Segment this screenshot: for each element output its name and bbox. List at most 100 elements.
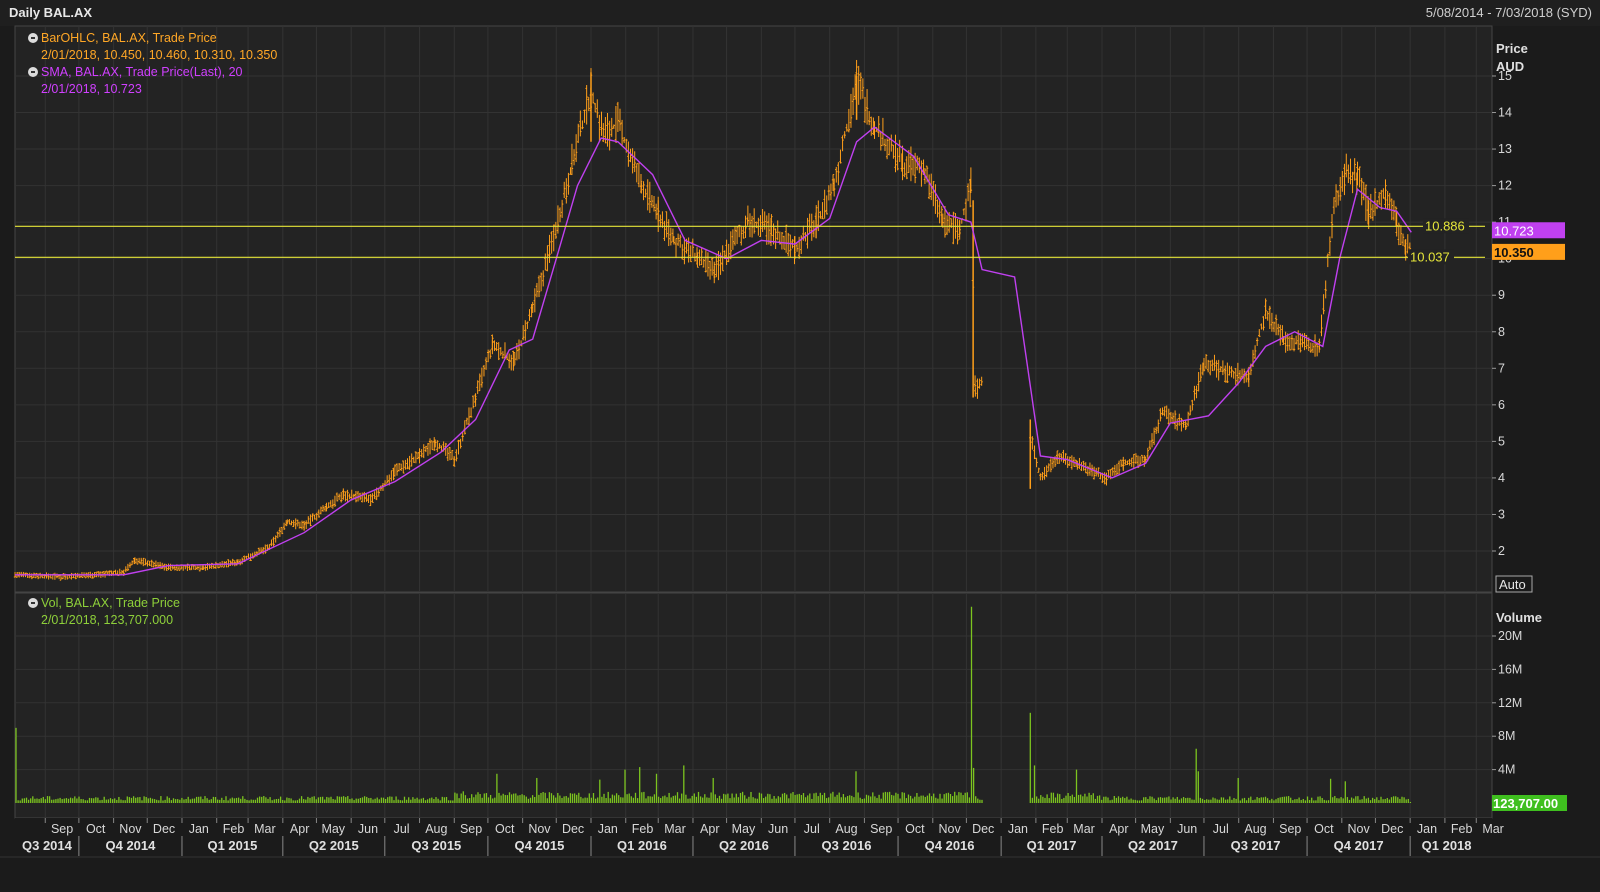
month-label: Feb (1451, 822, 1473, 836)
date-range[interactable]: 5/08/2014 - 7/03/2018 (SYD) (1425, 5, 1592, 20)
quarter-label: Q4 2016 (925, 838, 975, 853)
volume-panel[interactable] (14, 592, 1493, 819)
month-label: Feb (223, 822, 245, 836)
volume-series (15, 606, 1412, 803)
price-tick-label: 6 (1498, 398, 1505, 412)
month-label: Feb (1042, 822, 1064, 836)
auto-scale-button[interactable] (1495, 575, 1533, 593)
month-label: Dec (562, 822, 584, 836)
month-label: Aug (425, 822, 447, 836)
volume-tick-label: 8M (1498, 729, 1515, 743)
price-tick-label: 12 (1498, 179, 1512, 193)
price-tag (1492, 243, 1565, 260)
month-label: Mar (664, 822, 686, 836)
month-label: Jun (358, 822, 378, 836)
month-label: May (1141, 822, 1165, 836)
quarter-label: Q1 2015 (207, 838, 257, 853)
price-legend: BarOHLC, BAL.AX, Trade Price 2/01/2018, … (28, 30, 277, 98)
volume-legend: Vol, BAL.AX, Trade Price 2/01/2018, 123,… (28, 595, 180, 629)
price-tick-label: 4 (1498, 471, 1505, 485)
month-label: Feb (632, 822, 654, 836)
price-tick-label: 2 (1498, 544, 1505, 558)
month-label: Apr (700, 822, 719, 836)
month-label: May (732, 822, 756, 836)
level-label: 10.037 (1410, 249, 1450, 264)
level-label: 10.886 (1425, 218, 1465, 233)
month-label: Dec (153, 822, 175, 836)
legend-toggle-icon[interactable] (28, 67, 38, 77)
month-label: Jul (804, 822, 820, 836)
volume-axis-title: Volume (1496, 610, 1542, 625)
quarter-label: Q1 2018 (1422, 838, 1472, 853)
price-tick-label: 5 (1498, 434, 1505, 448)
quarter-label: Q1 2017 (1027, 838, 1077, 853)
quarter-label: Q3 2015 (411, 838, 461, 853)
volume-tag-label: 123,707.00 (1493, 796, 1558, 811)
month-label: Jan (189, 822, 209, 836)
month-label: Jul (1213, 822, 1229, 836)
month-label: Nov (119, 822, 142, 836)
quarter-label: Q3 2014 (22, 838, 73, 853)
legend-sma-values: 2/01/2018, 10.723 (41, 82, 142, 96)
chart-title: Daily BAL.AX (9, 5, 93, 20)
price-tick-label: 8 (1498, 325, 1505, 339)
legend-bar-name: BarOHLC, BAL.AX, Trade Price (41, 31, 217, 45)
month-label: Jul (394, 822, 410, 836)
month-label: Jan (1417, 822, 1437, 836)
volume-tick-label: 20M (1498, 629, 1522, 643)
month-label: Aug (835, 822, 857, 836)
legend-bar-values: 2/01/2018, 10.450, 10.460, 10.310, 10.35… (41, 48, 278, 62)
quarter-label: Q2 2017 (1128, 838, 1178, 853)
price-axis-unit: AUD (1496, 59, 1524, 74)
price-tick-label: 14 (1498, 106, 1512, 120)
month-label: Jan (1008, 822, 1028, 836)
legend-vol-name: Vol, BAL.AX, Trade Price (41, 596, 180, 610)
price-axis-title: Price (1496, 41, 1528, 56)
sma-line (15, 126, 1412, 576)
legend-vol-values: 2/01/2018, 123,707.000 (41, 613, 174, 627)
quarter-label: Q3 2017 (1231, 838, 1281, 853)
price-tag-label: 10.350 (1494, 245, 1534, 260)
price-tag-label: 10.723 (1494, 223, 1534, 238)
month-label: Mar (254, 822, 276, 836)
month-label: May (321, 822, 345, 836)
quarter-label: Q4 2015 (515, 838, 565, 853)
month-label: Mar (1482, 822, 1504, 836)
price-tick-label: 7 (1498, 361, 1505, 375)
month-label: Oct (1314, 822, 1334, 836)
month-label: Dec (972, 822, 994, 836)
ohlc-series (13, 59, 1412, 581)
price-tick-label: 3 (1498, 507, 1505, 521)
month-label: Oct (495, 822, 515, 836)
quarter-label: Q1 2016 (617, 838, 667, 853)
month-label: Nov (528, 822, 551, 836)
quarter-label: Q4 2014 (105, 838, 156, 853)
quarter-label: Q3 2016 (822, 838, 872, 853)
month-label: Sep (460, 822, 482, 836)
price-tick-label: 9 (1498, 288, 1505, 302)
month-label: Mar (1073, 822, 1095, 836)
month-label: Sep (1279, 822, 1301, 836)
legend-toggle-icon[interactable] (28, 598, 38, 608)
price-tick-label: 13 (1498, 142, 1512, 156)
month-label: Jun (1177, 822, 1197, 836)
quarter-label: Q4 2017 (1334, 838, 1384, 853)
month-label: Jun (768, 822, 788, 836)
volume-tag (1492, 795, 1567, 811)
price-panel[interactable] (14, 25, 1493, 593)
price-tag (1492, 222, 1565, 239)
volume-tick-label: 4M (1498, 763, 1515, 777)
volume-tick-label: 12M (1498, 696, 1522, 710)
legend-sma-name: SMA, BAL.AX, Trade Price(Last), 20 (41, 65, 243, 79)
level-label-bg (1423, 218, 1469, 234)
quarter-label: Q2 2015 (309, 838, 359, 853)
x-axis[interactable] (15, 818, 1492, 856)
month-label: Nov (1347, 822, 1370, 836)
month-label: Jan (598, 822, 618, 836)
legend-toggle-icon[interactable] (28, 33, 38, 43)
level-label-bg (1408, 249, 1454, 265)
quarter-label: Q2 2016 (719, 838, 769, 853)
month-label: Nov (938, 822, 961, 836)
month-label: Sep (870, 822, 892, 836)
